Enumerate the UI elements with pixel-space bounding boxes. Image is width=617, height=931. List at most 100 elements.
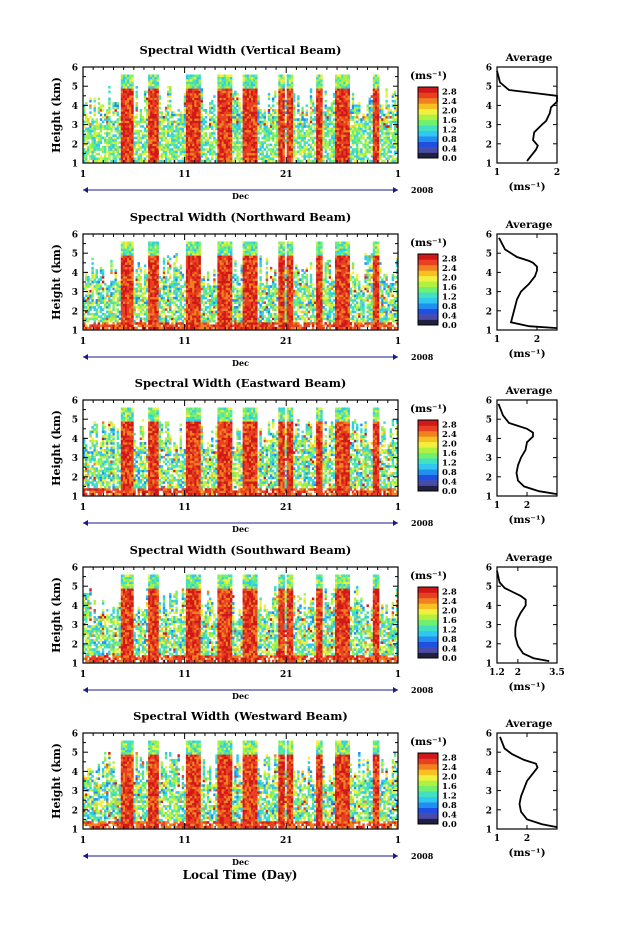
heatmap-cell	[194, 109, 197, 112]
heatmap-cell	[99, 159, 103, 163]
heatmap-cell	[286, 99, 290, 103]
heatmap-cell	[272, 127, 275, 131]
heatmap-cell	[246, 97, 250, 101]
heatmap-cell	[242, 76, 245, 80]
heatmap-cell	[332, 95, 336, 98]
heatmap-cell	[131, 81, 134, 84]
heatmap-cell	[339, 83, 342, 87]
heatmap-cell	[345, 88, 348, 91]
heatmap-cell	[347, 111, 350, 114]
heatmap-cell	[194, 136, 197, 140]
heatmap-cell	[280, 143, 283, 147]
heatmap-cell	[286, 157, 290, 161]
heatmap-cell	[154, 292, 157, 295]
heatmap-cell	[99, 157, 103, 161]
heatmap-cell	[372, 118, 376, 121]
heatmap-cell	[129, 306, 132, 309]
heatmap-cell	[190, 86, 193, 89]
heatmap-cell	[188, 141, 191, 144]
heatmap-cell	[309, 120, 313, 124]
heatmap-cell	[175, 113, 178, 117]
heatmap-cell	[173, 317, 176, 321]
heatmap-cell	[173, 157, 176, 161]
heatmap-cell	[215, 120, 218, 124]
heatmap-cell	[139, 159, 143, 163]
heatmap-cell	[372, 120, 376, 124]
heatmap-cell	[156, 122, 159, 126]
heatmap-cell	[112, 280, 115, 284]
heatmap-cell	[196, 148, 199, 151]
heatmap-cell	[263, 132, 266, 135]
heatmap-cell	[209, 143, 212, 147]
heatmap-cell	[122, 319, 126, 323]
heatmap-cell	[154, 243, 157, 247]
heatmap-cell	[227, 95, 231, 98]
heatmap-cell	[360, 129, 363, 133]
heatmap-cell	[148, 271, 151, 275]
heatmap-cell	[150, 157, 153, 161]
heatmap-cell	[288, 155, 292, 158]
heatmap-cell	[377, 134, 380, 137]
heatmap-cell	[246, 102, 250, 105]
heatmap-cell	[171, 319, 174, 323]
heatmap-cell	[135, 95, 138, 98]
heatmap-cell	[122, 271, 126, 275]
heatmap-cell	[238, 125, 241, 128]
heatmap-cell	[99, 136, 103, 140]
heatmap-cell	[104, 132, 107, 135]
heatmap-cell	[267, 139, 271, 142]
heatmap-cell	[160, 326, 164, 330]
heatmap-cell	[377, 83, 380, 87]
heatmap-cell	[160, 322, 164, 325]
heatmap-cell	[343, 111, 346, 114]
heatmap-cell	[167, 310, 170, 314]
heatmap-cell	[215, 143, 218, 147]
heatmap-cell	[158, 122, 161, 126]
heatmap-cell	[146, 109, 149, 112]
heatmap-cell	[122, 285, 126, 288]
heatmap-cell	[125, 326, 128, 330]
heatmap-cell	[395, 134, 399, 137]
heatmap-cell	[372, 113, 376, 117]
heatmap-cell	[366, 125, 369, 128]
heatmap-cell	[253, 95, 256, 98]
heatmap-cell	[286, 125, 290, 128]
heatmap-cell	[320, 139, 323, 142]
heatmap-cell	[227, 139, 231, 142]
heatmap-cell	[341, 127, 344, 131]
heatmap-cell	[395, 115, 399, 119]
heatmap-cell	[360, 150, 363, 154]
heatmap-cell	[156, 273, 159, 277]
heatmap-cell	[104, 155, 107, 158]
heatmap-cell	[339, 134, 342, 137]
heatmap-cell	[286, 102, 290, 105]
heatmap-cell	[125, 292, 128, 295]
heatmap-cell	[112, 120, 115, 124]
heatmap-cell	[238, 152, 241, 156]
heatmap-cell	[156, 157, 159, 161]
heatmap-cell	[99, 141, 103, 144]
heatmap-cell	[148, 253, 151, 256]
heatmap-cell	[108, 155, 111, 158]
heatmap-cell	[127, 152, 130, 156]
heatmap-cell	[114, 120, 117, 124]
heatmap-cell	[257, 148, 260, 151]
heatmap-cell	[280, 109, 283, 112]
heatmap-cell	[108, 315, 111, 318]
heatmap-cell	[162, 136, 166, 140]
heatmap-cell	[282, 102, 285, 105]
heatmap-cell	[391, 120, 395, 124]
heatmap-cell	[372, 134, 376, 137]
heatmap-cell	[127, 141, 130, 144]
heatmap-cell	[85, 308, 88, 311]
heatmap-cell	[89, 317, 92, 321]
heatmap-cell	[125, 111, 128, 114]
heatmap-cell	[150, 115, 153, 119]
heatmap-cell	[110, 127, 113, 131]
heatmap-cell	[156, 257, 159, 261]
heatmap-cell	[97, 296, 101, 300]
heatmap-cell	[286, 141, 290, 144]
heatmap-cell	[135, 276, 138, 279]
heatmap-cell	[106, 317, 109, 321]
heatmap-cell	[316, 83, 319, 87]
